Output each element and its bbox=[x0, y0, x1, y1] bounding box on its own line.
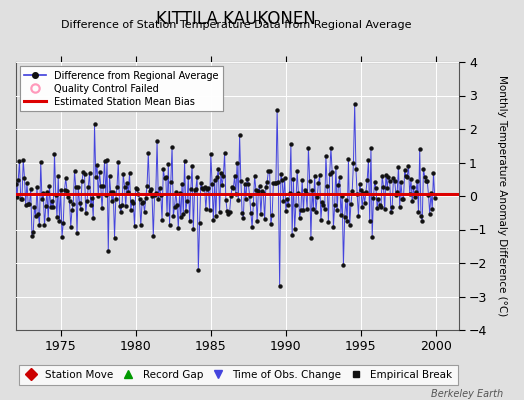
Text: KITTILA KAUKONEN: KITTILA KAUKONEN bbox=[156, 10, 315, 28]
Legend: Difference from Regional Average, Quality Control Failed, Estimated Station Mean: Difference from Regional Average, Qualit… bbox=[19, 66, 223, 112]
Y-axis label: Monthly Temperature Anomaly Difference (°C): Monthly Temperature Anomaly Difference (… bbox=[497, 75, 507, 317]
Text: Berkeley Earth: Berkeley Earth bbox=[431, 389, 503, 399]
Text: Difference of Station Temperature Data from Regional Average: Difference of Station Temperature Data f… bbox=[61, 20, 411, 30]
Legend: Station Move, Record Gap, Time of Obs. Change, Empirical Break: Station Move, Record Gap, Time of Obs. C… bbox=[19, 365, 457, 385]
